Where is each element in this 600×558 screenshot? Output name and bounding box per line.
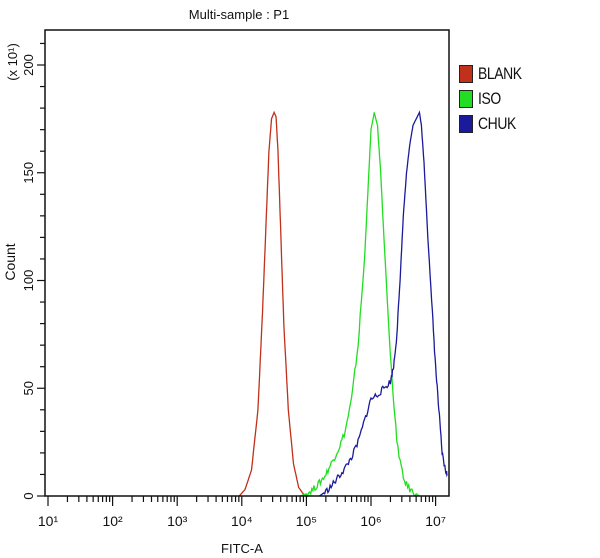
legend-item-iso: ISO <box>459 86 531 111</box>
x-tick-label: 10¹ <box>38 513 59 529</box>
y-tick-label: 0 <box>21 492 36 499</box>
x-tick-label: 10⁵ <box>296 513 317 529</box>
legend-label: CHUK <box>478 113 516 133</box>
svg-text:(x 10¹): (x 10¹) <box>5 43 20 81</box>
legend-label: BLANK <box>478 63 522 83</box>
curve-iso <box>299 112 420 498</box>
x-tick-label: 10³ <box>167 513 188 529</box>
x-tick-label: 10⁷ <box>425 513 446 529</box>
y-multiplier-label: (x 10¹) <box>5 43 20 81</box>
x-tick-label: 10² <box>102 513 123 529</box>
svg-text:Count: Count <box>2 243 18 280</box>
y-tick-label: 150 <box>21 162 36 184</box>
y-tick-label: 50 <box>21 381 36 395</box>
legend-swatch-blank <box>459 64 473 83</box>
y-axis-ticks: 0 50 100 150 200 <box>21 42 45 500</box>
y-axis-title: Count <box>2 243 18 280</box>
x-axis-title: FITC-A <box>221 541 263 556</box>
legend-swatch-iso <box>459 89 473 108</box>
legend-item-chuk: CHUK <box>459 111 531 136</box>
legend-item-blank: BLANK <box>459 61 531 86</box>
curve-chuk <box>318 110 448 497</box>
plot-frame <box>44 29 450 497</box>
legend: BLANK ISO CHUK <box>459 61 531 136</box>
legend-swatch-chuk <box>459 114 473 133</box>
chart-title: Multi-sample : P1 <box>189 7 289 22</box>
curve-blank <box>238 110 307 497</box>
x-tick-label: 10⁶ <box>360 513 381 529</box>
histogram-curves <box>238 110 448 498</box>
x-axis-ticks: 10¹ 10² 10³ 10⁴ 10⁵ 10⁶ 10⁷ <box>38 496 446 529</box>
y-tick-label: 200 <box>21 54 36 76</box>
y-tick-label: 100 <box>21 270 36 292</box>
x-tick-label: 10⁴ <box>231 513 253 529</box>
legend-label: ISO <box>478 88 501 108</box>
